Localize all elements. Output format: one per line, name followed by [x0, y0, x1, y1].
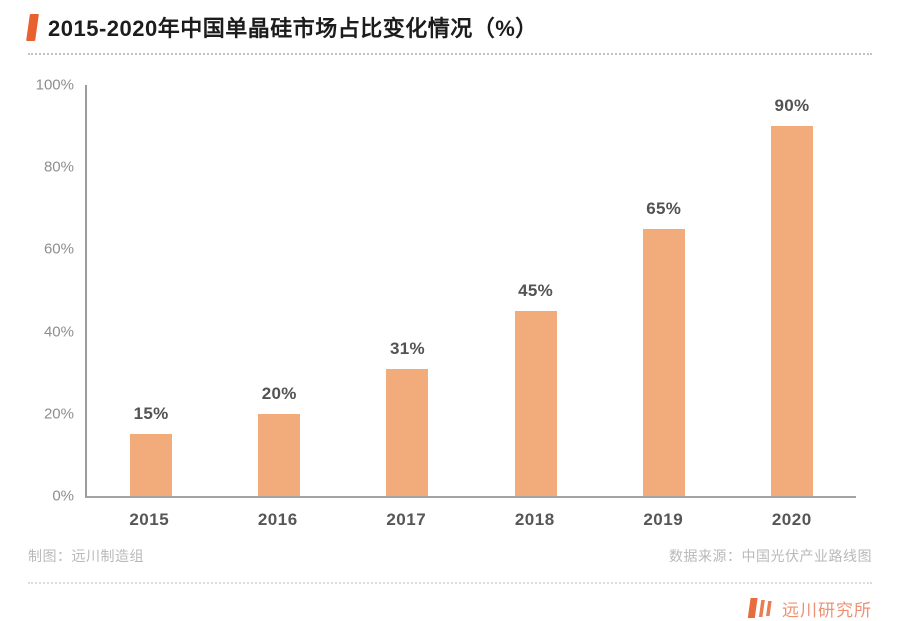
x-tick-label: 2015 [129, 510, 170, 529]
bar-2018 [514, 311, 557, 496]
bar-2019 [642, 228, 685, 496]
x-axis-labels: 2015 2016 2017 2018 2019 2020 [85, 498, 856, 530]
x-tick-label: 2017 [386, 510, 427, 529]
bar-slot: 20% [215, 85, 343, 496]
chart-title: 2015-2020年中国单晶硅市场占比变化情况（%） [48, 16, 538, 41]
bar-value-label: 20% [261, 383, 297, 403]
y-tick-label: 20% [43, 405, 74, 423]
y-tick-label: 80% [43, 158, 74, 176]
y-tick-label: 60% [43, 240, 74, 258]
brand-lockup: 远川研究所 [28, 595, 872, 621]
page-footer: 远川研究所 [28, 582, 872, 621]
bar-2017 [386, 368, 429, 496]
brand-name: 远川研究所 [782, 600, 872, 620]
brand-bars-icon [747, 598, 772, 618]
bar-value-label: 65% [646, 198, 682, 218]
bar-2015 [130, 434, 173, 496]
bar-slot: 31% [343, 85, 471, 496]
x-tick-label: 2020 [771, 510, 812, 529]
plot-area: 0% 20% 40% 60% 80% 100% 15% 20% 31% 45% 65% 90% [36, 77, 856, 505]
data-source: 数据来源：中国光伏产业路线图 [669, 548, 872, 564]
bar-value-label: 45% [518, 281, 554, 301]
chart-notes: 制图：远川制造组 数据来源：中国光伏产业路线图 [28, 546, 872, 566]
x-tick-label: 2016 [257, 510, 298, 529]
x-tick-label: 2019 [643, 510, 684, 529]
y-tick-label: 0% [52, 487, 74, 505]
bar-slot: 65% [600, 85, 728, 496]
y-tick-label: 100% [35, 76, 74, 94]
y-tick-label: 40% [43, 323, 74, 341]
bar-slot: 15% [87, 85, 215, 496]
bar-2020 [770, 126, 813, 496]
title-accent-mark [26, 13, 39, 41]
bar-value-label: 15% [133, 404, 169, 424]
bar-2016 [258, 413, 301, 496]
bar-slot: 90% [728, 85, 856, 496]
bar-value-label: 90% [774, 96, 810, 116]
bar-chart: 0% 20% 40% 60% 80% 100% 15% 20% 31% 45% 65% 90% [36, 77, 856, 505]
chart-credit: 制图：远川制造组 [28, 548, 144, 564]
chart-header: 2015-2020年中国单晶硅市场占比变化情况（%） [26, 10, 872, 44]
title-divider [28, 53, 872, 55]
x-tick-label: 2018 [514, 510, 555, 529]
bar-slot: 45% [472, 85, 600, 496]
bar-value-label: 31% [389, 338, 425, 358]
